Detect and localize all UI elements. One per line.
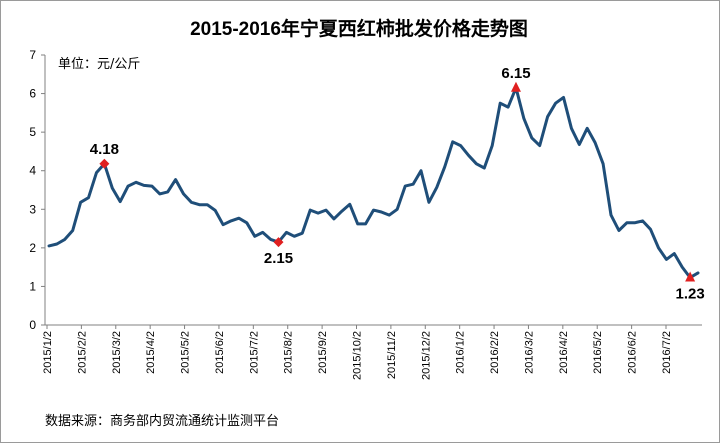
- x-tick-label: 2016/6/2: [627, 331, 639, 374]
- x-tick-label: 2015/8/2: [283, 331, 295, 374]
- y-tick-label: 1: [29, 279, 36, 293]
- x-tick-label: 2015/10/2: [352, 331, 364, 380]
- x-tick-label: 2015/2/2: [76, 331, 88, 374]
- x-tick-label: 2015/11/2: [386, 331, 398, 379]
- x-tick-label: 2016/3/2: [523, 331, 535, 374]
- x-tick-label: 2015/6/2: [214, 331, 226, 374]
- annotation-label: 2.15: [264, 250, 293, 267]
- x-tick-label: 2015/3/2: [111, 331, 123, 374]
- x-tick-label: 2015/9/2: [317, 331, 329, 374]
- annotation-label: 6.15: [501, 65, 530, 82]
- annotation-marker-diamond: [99, 158, 110, 169]
- x-tick-label: 2016/2/2: [489, 331, 501, 374]
- x-tick-label: 2015/4/2: [145, 331, 157, 374]
- x-tick-label: 2016/7/2: [661, 331, 673, 374]
- chart-title: 2015-2016年宁夏西红柿批发价格走势图: [190, 19, 528, 40]
- x-tick-label: 2015/12/2: [420, 331, 432, 380]
- annotation-marker-triangle: [685, 271, 696, 282]
- annotation-marker-triangle: [510, 81, 521, 92]
- x-tick-label: 2015/5/2: [180, 331, 192, 374]
- x-tick-label: 2016/4/2: [558, 331, 570, 374]
- y-tick-label: 6: [29, 87, 36, 101]
- annotation-label: 1.23: [676, 286, 705, 303]
- y-tick-label: 0: [29, 318, 36, 332]
- annotation-label: 4.18: [90, 141, 119, 158]
- x-tick-label: 2016/5/2: [592, 331, 604, 374]
- x-tick-label: 2016/1/2: [455, 331, 467, 374]
- y-tick-label: 4: [29, 164, 36, 178]
- source-note: 数据来源：商务部内贸流通统计监测平台: [45, 414, 280, 429]
- unit-label: 单位：元/公斤: [58, 57, 141, 72]
- y-tick-label: 7: [29, 48, 36, 62]
- x-tick-label: 2015/7/2: [248, 331, 260, 374]
- y-tick-label: 2: [29, 241, 36, 255]
- y-tick-label: 5: [29, 125, 36, 139]
- price-line: [47, 86, 700, 280]
- y-tick-label: 3: [29, 202, 36, 216]
- annotation-marker-diamond: [273, 237, 284, 248]
- x-tick-label: 2015/1/2: [42, 331, 54, 374]
